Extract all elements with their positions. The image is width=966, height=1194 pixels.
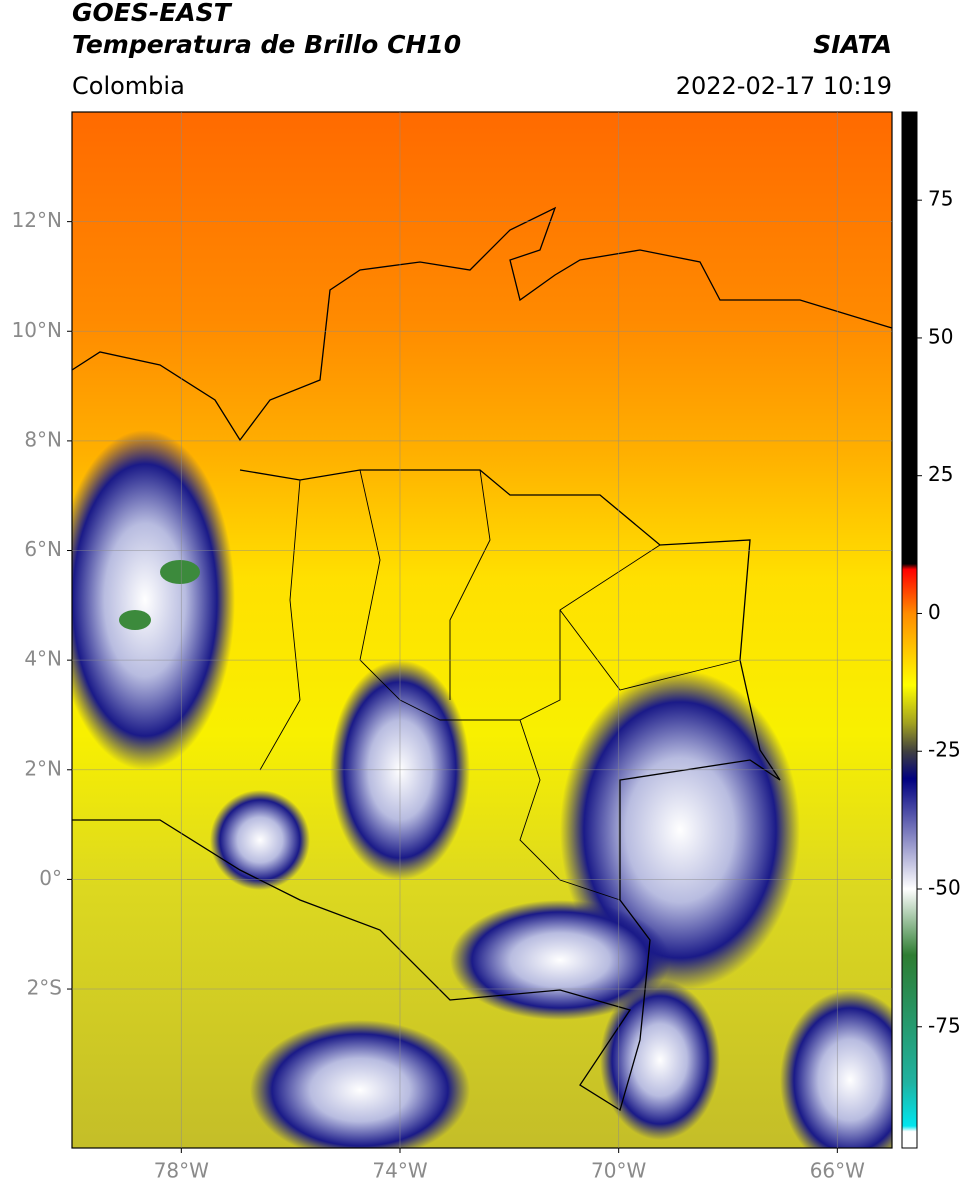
y-tick-label: 10°N — [12, 318, 62, 342]
timestamp: 2022-02-17 10:19 — [676, 72, 892, 100]
colorbar-label: -50 — [928, 876, 961, 900]
subtitle: Temperatura de Brillo CH10 — [72, 30, 461, 59]
cloud — [780, 990, 892, 1148]
border — [72, 469, 781, 1112]
x-tick-label: 70°W — [591, 1159, 646, 1183]
cloud — [210, 790, 310, 890]
region: Colombia — [72, 72, 185, 100]
x-tick-label: 66°W — [810, 1159, 865, 1183]
colorbar-label: 75 — [928, 187, 953, 211]
coastline — [72, 206, 892, 442]
cloud — [450, 900, 670, 1020]
colorbar — [901, 111, 918, 1149]
cold-core — [160, 560, 200, 584]
colorbar-label: 0 — [928, 600, 941, 624]
x-tick-label: 74°W — [372, 1159, 427, 1183]
y-tick-label: 2°S — [27, 976, 62, 1000]
title: GOES-EAST — [72, 0, 233, 27]
y-tick-label: 6°N — [24, 537, 62, 561]
cloud — [600, 980, 720, 1140]
cold-core — [119, 610, 151, 630]
colorbar-label: 25 — [928, 462, 953, 486]
map-frame — [71, 111, 893, 1149]
colorbar-label: -75 — [928, 1013, 961, 1037]
source: SIATA — [813, 30, 892, 59]
y-tick-label: 2°N — [24, 756, 62, 780]
x-tick-label: 78°W — [154, 1159, 209, 1183]
cloud — [72, 430, 235, 770]
colorbar-label: -25 — [928, 738, 961, 762]
department-border — [259, 469, 741, 901]
y-tick-label: 12°N — [12, 208, 62, 232]
y-tick-label: 4°N — [24, 647, 62, 671]
colorbar-label: 50 — [928, 324, 953, 348]
y-tick-label: 0° — [39, 866, 62, 890]
y-tick-label: 8°N — [24, 427, 62, 451]
imagery — [72, 112, 892, 1148]
cloud — [250, 1020, 470, 1148]
